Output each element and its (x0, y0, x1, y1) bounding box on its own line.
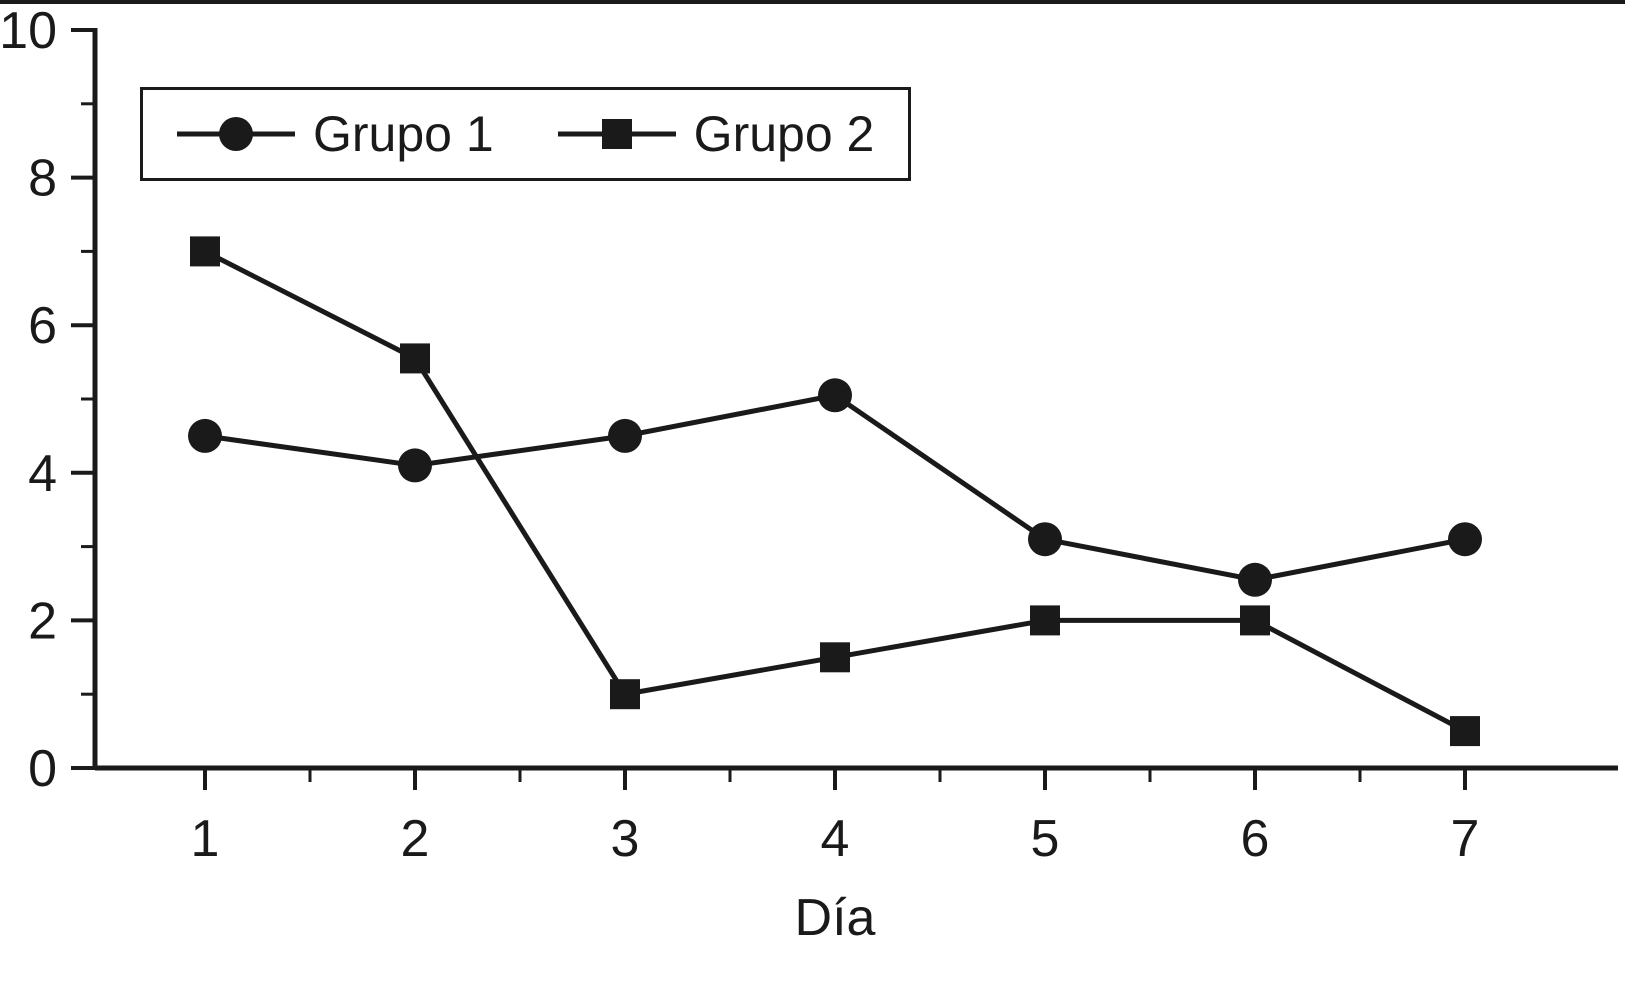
square-marker (820, 642, 850, 673)
x-axis-title: Día (794, 889, 876, 947)
top-rule (0, 0, 1625, 4)
circle-marker (398, 448, 432, 483)
y-tick-label: 6 (28, 297, 57, 355)
x-tick-label: 5 (1031, 810, 1060, 868)
y-tick-label: 2 (28, 592, 57, 650)
series-line-grupo-1 (204, 392, 1466, 583)
y-tick-label: 0 (28, 740, 57, 798)
circle-marker (608, 418, 642, 453)
circle-marker (1448, 522, 1482, 557)
x-tick-label: 1 (191, 810, 220, 868)
square-marker (1450, 716, 1480, 747)
circle-marker (818, 378, 852, 413)
legend-label-grupo-2: Grupo 2 (693, 106, 875, 162)
square-marker (400, 343, 430, 374)
x-tick-label: 6 (1241, 810, 1270, 868)
square-marker (190, 236, 220, 267)
circle-marker (1238, 562, 1272, 597)
square-marker (1240, 605, 1270, 636)
square-marker-icon (557, 119, 676, 149)
circle-marker (188, 418, 222, 453)
y-tick-label: 8 (28, 150, 57, 208)
circle-marker (1028, 522, 1062, 557)
legend: Grupo 1 Grupo 2 (140, 87, 912, 181)
legend-item-grupo-2: Grupo 2 (557, 105, 875, 163)
legend-item-grupo-1: Grupo 1 (177, 105, 494, 163)
square-marker (610, 679, 640, 710)
x-tick-label: 3 (611, 810, 640, 868)
legend-label-grupo-1: Grupo 1 (313, 106, 494, 162)
circle-marker-icon (177, 117, 295, 151)
x-tick-label: 7 (1451, 810, 1480, 868)
square-marker (1030, 605, 1060, 636)
y-tick-label: 10 (0, 2, 57, 60)
x-tick-label: 4 (821, 810, 850, 868)
x-tick-label: 2 (401, 810, 430, 868)
y-tick-label: 4 (28, 445, 57, 503)
